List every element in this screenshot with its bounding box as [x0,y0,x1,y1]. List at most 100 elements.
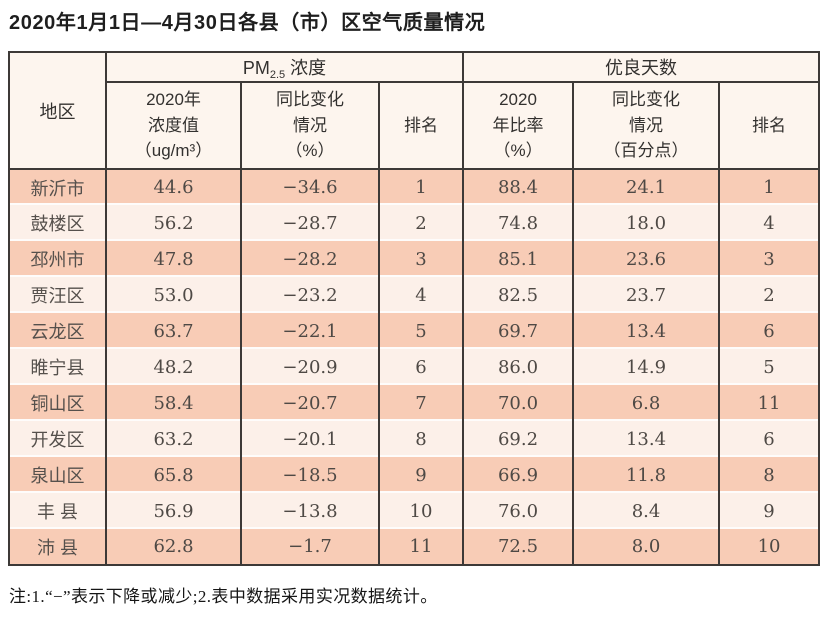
good-rate-cell: 69.7 [462,313,575,349]
pm-rank-cell: 5 [377,313,465,349]
column-header-pm-rank: 排名 [377,82,465,170]
pm-value-cell: 65.8 [105,457,242,493]
pm-value-cell: 53.0 [105,277,242,313]
good-rate-cell: 85.1 [462,241,575,277]
good-rate-cell: 76.0 [462,493,575,529]
good-change-cell: 24.1 [572,169,721,205]
region-cell: 邳州市 [8,241,107,277]
pm-rank-cell: 11 [377,529,465,565]
pm-change-cell: −28.7 [240,205,380,241]
pm-rank-cell: 1 [377,169,465,205]
table-row: 开发区 63.2 −20.1 8 69.2 13.4 6 [8,421,821,457]
table-row: 云龙区 63.7 −22.1 5 69.7 13.4 6 [8,313,821,349]
good-change-cell: 13.4 [572,313,721,349]
pm-rank-cell: 7 [377,385,465,421]
good-change-cell: 23.6 [572,241,721,277]
good-rate-cell: 69.2 [462,421,575,457]
region-cell: 云龙区 [8,313,107,349]
good-rank-cell: 10 [718,529,821,565]
good-change-cell: 6.8 [572,385,721,421]
region-cell: 泉山区 [8,457,107,493]
pm-value-cell: 62.8 [105,529,242,565]
pm-change-cell: −20.9 [240,349,380,385]
column-header-pm-change: 同比变化 情况 （%） [240,82,380,170]
pm-rank-cell: 6 [377,349,465,385]
pm-rank-cell: 3 [377,241,465,277]
good-change-cell: 8.0 [572,529,721,565]
pm-change-cell: −13.8 [240,493,380,529]
air-quality-table: 地区 PM2.5 浓度 优良天数 2020年 浓度值 （ug/m³） 同比变化 … [8,51,821,566]
footnote: 注:1.“−”表示下降或减少;2.表中数据采用实况数据统计。 [9,587,438,606]
good-rank-cell: 5 [718,349,821,385]
pm-change-cell: −20.7 [240,385,380,421]
table-header: 地区 PM2.5 浓度 优良天数 2020年 浓度值 （ug/m³） 同比变化 … [8,52,821,170]
table-body: 新沂市 44.6 −34.6 1 88.4 24.1 1 鼓楼区 56.2 −2… [8,169,821,565]
region-cell: 鼓楼区 [8,205,107,241]
good-rank-cell: 6 [718,421,821,457]
pm-value-cell: 63.2 [105,421,242,457]
pm-rank-cell: 2 [377,205,465,241]
good-rank-cell: 2 [718,277,821,313]
group-header-row: 地区 PM2.5 浓度 优良天数 [8,52,821,170]
table-row: 丰 县 56.9 −13.8 10 76.0 8.4 9 [8,493,821,529]
pm-rank-cell: 4 [377,277,465,313]
pm-change-cell: −28.2 [240,241,380,277]
pm-value-cell: 44.6 [105,169,242,205]
pm-value-cell: 56.9 [105,493,242,529]
good-rate-cell: 74.8 [462,205,575,241]
good-change-cell: 18.0 [572,205,721,241]
good-change-cell: 8.4 [572,493,721,529]
good-rank-cell: 9 [718,493,821,529]
pm-label-prefix: PM [242,57,270,78]
good-rank-cell: 11 [718,385,821,421]
pm-rank-cell: 10 [377,493,465,529]
table-row: 沛 县 62.8 −1.7 11 72.5 8.0 10 [8,529,821,565]
region-cell: 开发区 [8,421,107,457]
good-change-cell: 23.7 [572,277,721,313]
region-cell: 丰 县 [8,493,107,529]
column-header-good-change: 同比变化 情况 （百分点） [572,82,721,170]
good-rank-cell: 1 [718,169,821,205]
column-header-region: 地区 [8,52,107,170]
pm-change-cell: −18.5 [240,457,380,493]
page: 2020年1月1日—4月30日各县（市）区空气质量情况 地区 PM2.5 浓度 … [8,12,821,606]
region-cell: 新沂市 [8,169,107,205]
good-rank-cell: 8 [718,457,821,493]
column-header-good-rank: 排名 [718,82,821,170]
good-rank-cell: 3 [718,241,821,277]
good-rate-cell: 86.0 [462,349,575,385]
pm-rank-cell: 8 [377,421,465,457]
sub-header-row: 2020年 浓度值 （ug/m³） 同比变化 情况 （%） 排名 2020 年比… [9,82,821,170]
pm-label-subscript: 2.5 [269,68,286,81]
pm-change-cell: −20.1 [240,421,380,457]
pm-group-header: PM2.5 浓度 [104,52,465,83]
column-header-pm-value: 2020年 浓度值 （ug/m³） [105,82,242,170]
good-days-group-header: 优良天数 [462,52,821,83]
pm-change-cell: −34.6 [240,169,380,205]
table-row: 新沂市 44.6 −34.6 1 88.4 24.1 1 [8,169,821,205]
page-title: 2020年1月1日—4月30日各县（市）区空气质量情况 [9,12,486,34]
good-rate-cell: 82.5 [462,277,575,313]
table-row: 泉山区 65.8 −18.5 9 66.9 11.8 8 [8,457,821,493]
pm-change-cell: −23.2 [240,277,380,313]
pm-value-cell: 63.7 [105,313,242,349]
table-row: 贾汪区 53.0 −23.2 4 82.5 23.7 2 [8,277,821,313]
pm-rank-cell: 9 [377,457,465,493]
good-rate-cell: 72.5 [462,529,575,565]
pm-value-cell: 47.8 [105,241,242,277]
region-cell: 铜山区 [8,385,107,421]
pm-value-cell: 56.2 [105,205,242,241]
table-row: 鼓楼区 56.2 −28.7 2 74.8 18.0 4 [8,205,821,241]
good-change-cell: 14.9 [572,349,721,385]
pm-value-cell: 58.4 [105,385,242,421]
good-rate-cell: 66.9 [462,457,575,493]
column-header-good-rate: 2020 年比率 （%） [462,82,575,170]
table-row: 邳州市 47.8 −28.2 3 85.1 23.6 3 [8,241,821,277]
pm-value-cell: 48.2 [105,349,242,385]
region-cell: 睢宁县 [8,349,107,385]
good-change-cell: 13.4 [572,421,721,457]
pm-change-cell: −22.1 [240,313,380,349]
good-change-cell: 11.8 [572,457,721,493]
region-cell: 沛 县 [8,529,107,565]
table-row: 铜山区 58.4 −20.7 7 70.0 6.8 11 [8,385,821,421]
